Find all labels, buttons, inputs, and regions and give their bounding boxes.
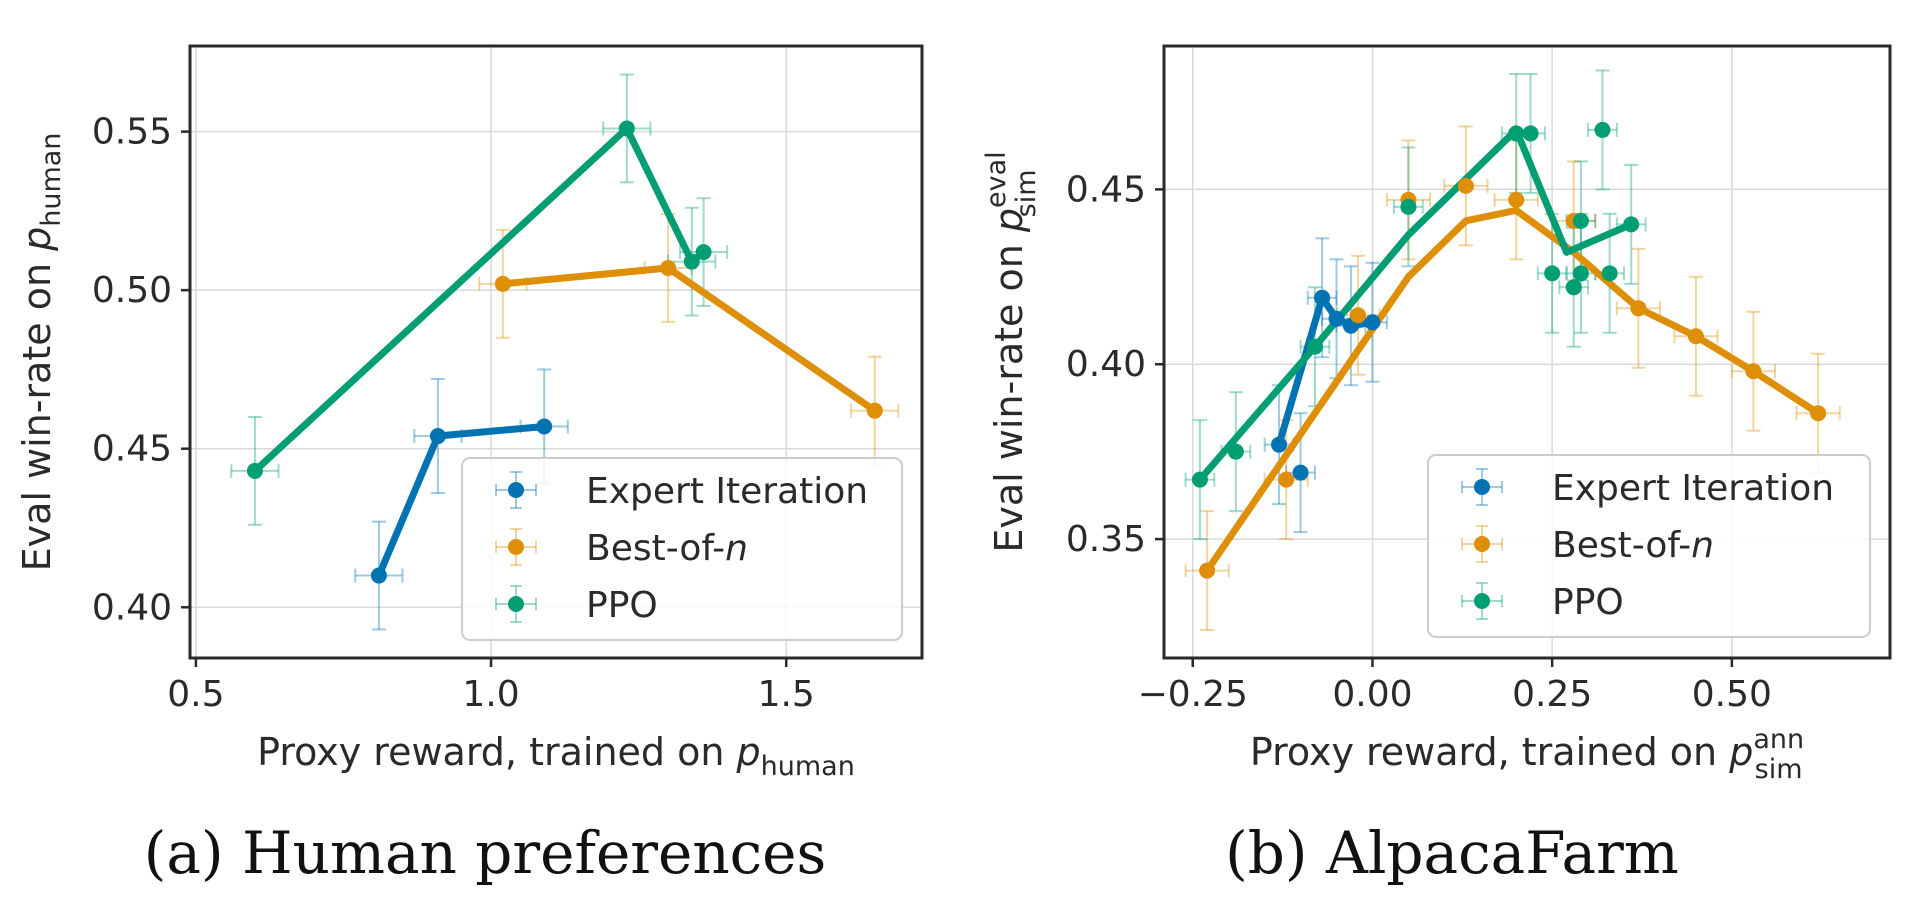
data-point-ppo <box>1191 471 1208 488</box>
data-point-expert <box>1328 310 1345 327</box>
data-point-bon <box>1199 562 1216 579</box>
data-point-ppo <box>1601 265 1618 282</box>
legend-label-expert: Expert Iteration <box>1552 468 1834 509</box>
legend-label-expert: Expert Iteration <box>586 471 868 512</box>
y-tick-label: 0.45 <box>1066 169 1146 210</box>
x-axis-label: Proxy reward, trained on pann sim <box>1250 724 1804 785</box>
data-point-bon <box>866 402 883 419</box>
legend-label-ppo: PPO <box>1552 582 1624 623</box>
data-point-ppo <box>683 253 700 270</box>
legend-marker-bon <box>495 528 537 566</box>
series-line-bon <box>499 264 879 415</box>
plot-area <box>230 73 900 631</box>
data-point-expert <box>1364 314 1381 331</box>
data-point-expert <box>1292 464 1309 481</box>
data-point-ppo <box>1572 212 1589 229</box>
data-point-ppo <box>1623 216 1640 233</box>
chart-panel-2: −0.25 0.00 0.25 0.50 0.35 0.40 0.45 Proxy rewar… <box>981 44 1892 887</box>
data-point-bon <box>1278 471 1295 488</box>
data-point-ppo <box>1306 338 1323 355</box>
y-tick-label: 0.40 <box>92 587 172 628</box>
data-point-bon <box>1350 307 1367 324</box>
panel-caption: (b) AlpacaFarm <box>1225 819 1679 887</box>
data-point-ppo <box>246 462 263 479</box>
data-point-bon <box>1508 191 1525 208</box>
legend-label-bon: Best-of-n <box>586 528 748 569</box>
y-tick-label: 0.35 <box>1066 519 1146 560</box>
x-tick-label: 1.0 <box>462 674 519 715</box>
data-point-ppo <box>1227 443 1244 460</box>
legend-marker-ppo <box>495 585 537 623</box>
data-point-bon <box>1457 177 1474 194</box>
data-point-ppo <box>1594 121 1611 138</box>
series-line-ppo <box>251 124 708 475</box>
data-point-expert <box>429 428 446 445</box>
x-tick-label: 0.5 <box>167 674 224 715</box>
legend-marker-expert <box>1461 468 1503 506</box>
x-tick-label: −0.25 <box>1138 674 1248 715</box>
x-axis-label: Proxy reward, trained on phuman <box>257 730 855 782</box>
data-point-bon <box>1687 328 1704 345</box>
axes-frame <box>1162 44 1892 660</box>
data-point-ppo <box>695 244 712 261</box>
data-point-ppo <box>618 120 635 137</box>
data-point-expert <box>1271 436 1288 453</box>
data-point-bon <box>660 259 677 276</box>
x-tick-label: 1.5 <box>758 674 815 715</box>
data-point-expert <box>536 418 553 435</box>
plot-area <box>1184 69 1841 632</box>
x-tick-label: 0.50 <box>1692 674 1772 715</box>
legend-marker-expert <box>495 471 537 509</box>
y-tick-label: 0.45 <box>92 429 172 470</box>
legend-label-ppo: PPO <box>586 585 658 626</box>
y-tick-label: 0.55 <box>92 112 172 153</box>
data-point-ppo <box>1522 125 1539 142</box>
data-point-bon <box>1630 300 1647 317</box>
legend-marker-bon <box>1461 525 1503 563</box>
data-point-bon <box>494 275 511 292</box>
axes-frame <box>188 44 924 660</box>
y-tick-label: 0.40 <box>1066 344 1146 385</box>
data-point-ppo <box>1400 198 1417 215</box>
data-point-bon <box>1745 363 1762 380</box>
series-line-bon <box>1203 206 1822 575</box>
data-point-ppo <box>1544 265 1561 282</box>
data-point-ppo <box>1508 125 1525 142</box>
chart-panel-1: 0.5 1.0 1.5 0.40 0.45 0.50 0.55 Proxy reward, t… <box>15 44 924 887</box>
legend-marker-ppo <box>1461 582 1503 620</box>
data-point-ppo <box>1572 265 1589 282</box>
y-tick-label: 0.50 <box>92 270 172 311</box>
x-tick-label: 0.00 <box>1332 674 1412 715</box>
data-point-expert <box>370 567 387 584</box>
panel-caption: (a) Human preferences <box>144 819 827 887</box>
x-tick-label: 0.25 <box>1512 674 1592 715</box>
data-point-expert <box>1314 289 1331 306</box>
legend: Expert Iteration Best-of-n PPO <box>1427 454 1871 638</box>
data-point-bon <box>1810 405 1827 422</box>
legend: Expert Iteration Best-of-n PPO <box>461 457 903 641</box>
data-point-ppo <box>1565 279 1582 296</box>
y-axis-label: Eval win-rate on phuman <box>15 133 67 572</box>
y-axis-label: Eval win-rate on pevalsim <box>981 151 1042 552</box>
series-line-ppo <box>1196 126 1635 484</box>
legend-label-bon: Best-of-n <box>1552 525 1714 566</box>
